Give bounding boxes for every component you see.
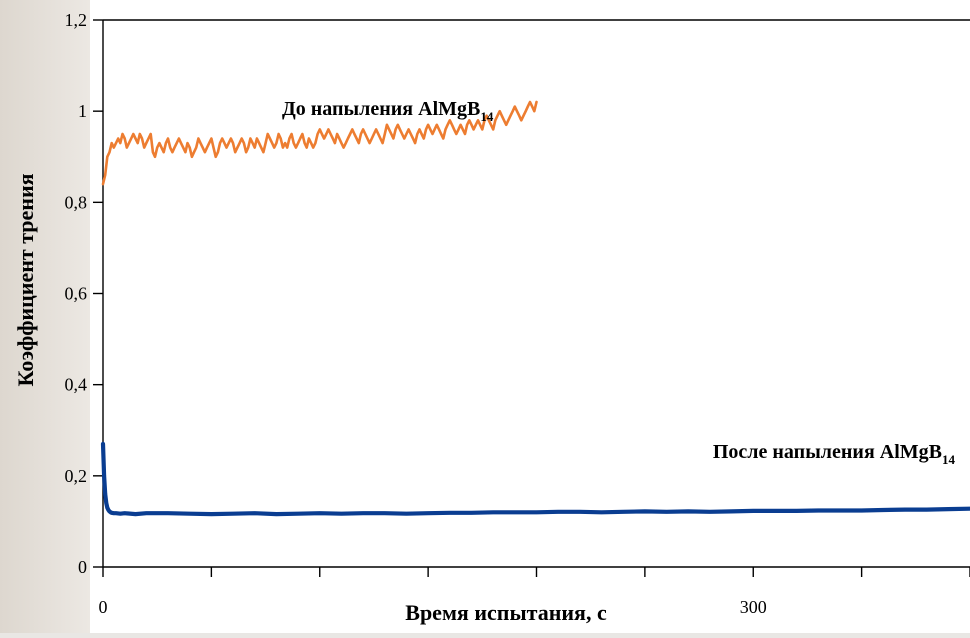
y-tick-label: 1 <box>78 101 87 121</box>
y-tick-label: 0 <box>78 557 87 577</box>
plot-background <box>90 0 970 633</box>
y-tick-label: 0,8 <box>65 192 88 212</box>
x-tick-label: 300 <box>740 597 767 617</box>
x-tick-label: 0 <box>99 597 108 617</box>
y-tick-label: 0,4 <box>65 375 88 395</box>
y-tick-label: 0,2 <box>65 466 88 486</box>
y-tick-label: 0,6 <box>65 284 88 304</box>
y-tick-label: 1,2 <box>65 10 88 30</box>
y-axis-label: Коэффициент трения <box>13 173 38 386</box>
x-axis-label: Время испытания, с <box>405 600 607 625</box>
